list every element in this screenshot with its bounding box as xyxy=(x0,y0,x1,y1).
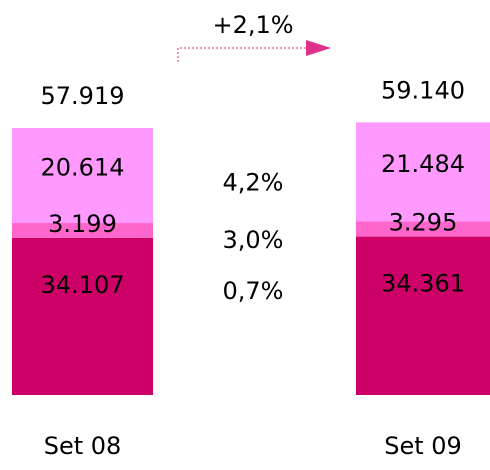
total-label: 57.919 xyxy=(41,82,125,110)
growth-arrowhead xyxy=(306,40,331,56)
bar-segment xyxy=(12,237,153,395)
bar-segment xyxy=(12,127,153,224)
growth-arrow xyxy=(177,47,308,62)
growth-label: 0,7% xyxy=(223,277,284,305)
value-label: 34.361 xyxy=(381,270,465,298)
value-label: 3.199 xyxy=(48,210,117,238)
value-label: 3.295 xyxy=(389,208,458,236)
category-label: Set 09 xyxy=(384,432,462,460)
category-label: Set 08 xyxy=(44,432,122,460)
value-label: 20.614 xyxy=(41,154,125,182)
total-label: 59.140 xyxy=(381,76,465,104)
value-label: 21.484 xyxy=(381,150,465,178)
bar-segment xyxy=(356,221,490,237)
value-label: 34.107 xyxy=(41,271,125,299)
growth-label: 4,2% xyxy=(223,169,284,197)
growth-label: 3,0% xyxy=(223,226,284,254)
bar-segment xyxy=(356,122,490,222)
bar-segment xyxy=(356,236,490,395)
total-growth: +2,1% xyxy=(212,11,293,39)
bar-segment xyxy=(12,223,153,238)
